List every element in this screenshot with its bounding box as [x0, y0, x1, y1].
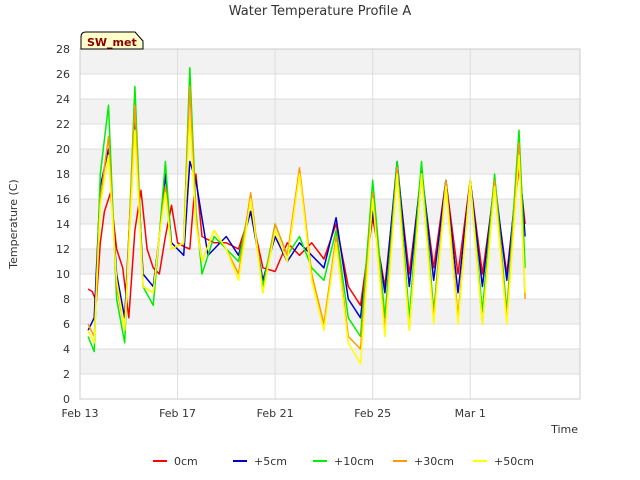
station-badge-box — [80, 31, 144, 50]
series-line-50cm — [87, 117, 526, 365]
y-tick-label: 4 — [63, 343, 70, 356]
y-tick-label: 6 — [63, 318, 70, 331]
x-tick-label: Mar 1 — [455, 407, 486, 420]
y-tick-label: 2 — [63, 368, 70, 381]
background-band — [80, 299, 580, 324]
series-layer — [87, 67, 526, 365]
y-tick-label: 8 — [63, 293, 70, 306]
y-tick-label: 20 — [56, 143, 70, 156]
y-tick-label: 24 — [56, 93, 70, 106]
y-tick-label: 16 — [56, 193, 70, 206]
x-tick-label: Feb 21 — [257, 407, 294, 420]
x-axis-label: Time — [550, 423, 578, 436]
station-badge-label: SW_met — [87, 36, 137, 49]
y-tick-label: 26 — [56, 68, 70, 81]
y-tick-label: 18 — [56, 168, 70, 181]
y-tick-label: 10 — [56, 268, 70, 281]
background-band — [80, 99, 580, 124]
station-badge: SW_met — [80, 31, 144, 50]
y-tick-label: 28 — [56, 43, 70, 56]
background-bands — [80, 49, 580, 374]
legend: 0cm +5cm +10cm +30cm +50cm — [153, 455, 534, 468]
legend-label: +10cm — [334, 455, 374, 468]
y-tick-label: 12 — [56, 243, 70, 256]
y-tick-label: 0 — [63, 393, 70, 406]
x-axis-ticks: Feb 13 Feb 17 Feb 21 Feb 25 Mar 1 — [62, 407, 486, 420]
legend-label: +30cm — [414, 455, 454, 468]
background-band — [80, 349, 580, 374]
x-tick-label: Feb 17 — [159, 407, 196, 420]
legend-label: +5cm — [254, 455, 287, 468]
plot-frame — [79, 48, 581, 400]
y-tick-label: 14 — [56, 218, 70, 231]
y-axis-label: Temperature (C) — [7, 179, 20, 269]
legend-label: 0cm — [174, 455, 198, 468]
chart-title: Water Temperature Profile A — [229, 4, 412, 19]
background-band — [80, 49, 580, 74]
background-band — [80, 149, 580, 174]
x-tick-label: Feb 25 — [354, 407, 391, 420]
legend-label: +50cm — [494, 455, 534, 468]
background-band — [80, 199, 580, 224]
y-tick-label: 22 — [56, 118, 70, 131]
x-tick-label: Feb 13 — [62, 407, 99, 420]
